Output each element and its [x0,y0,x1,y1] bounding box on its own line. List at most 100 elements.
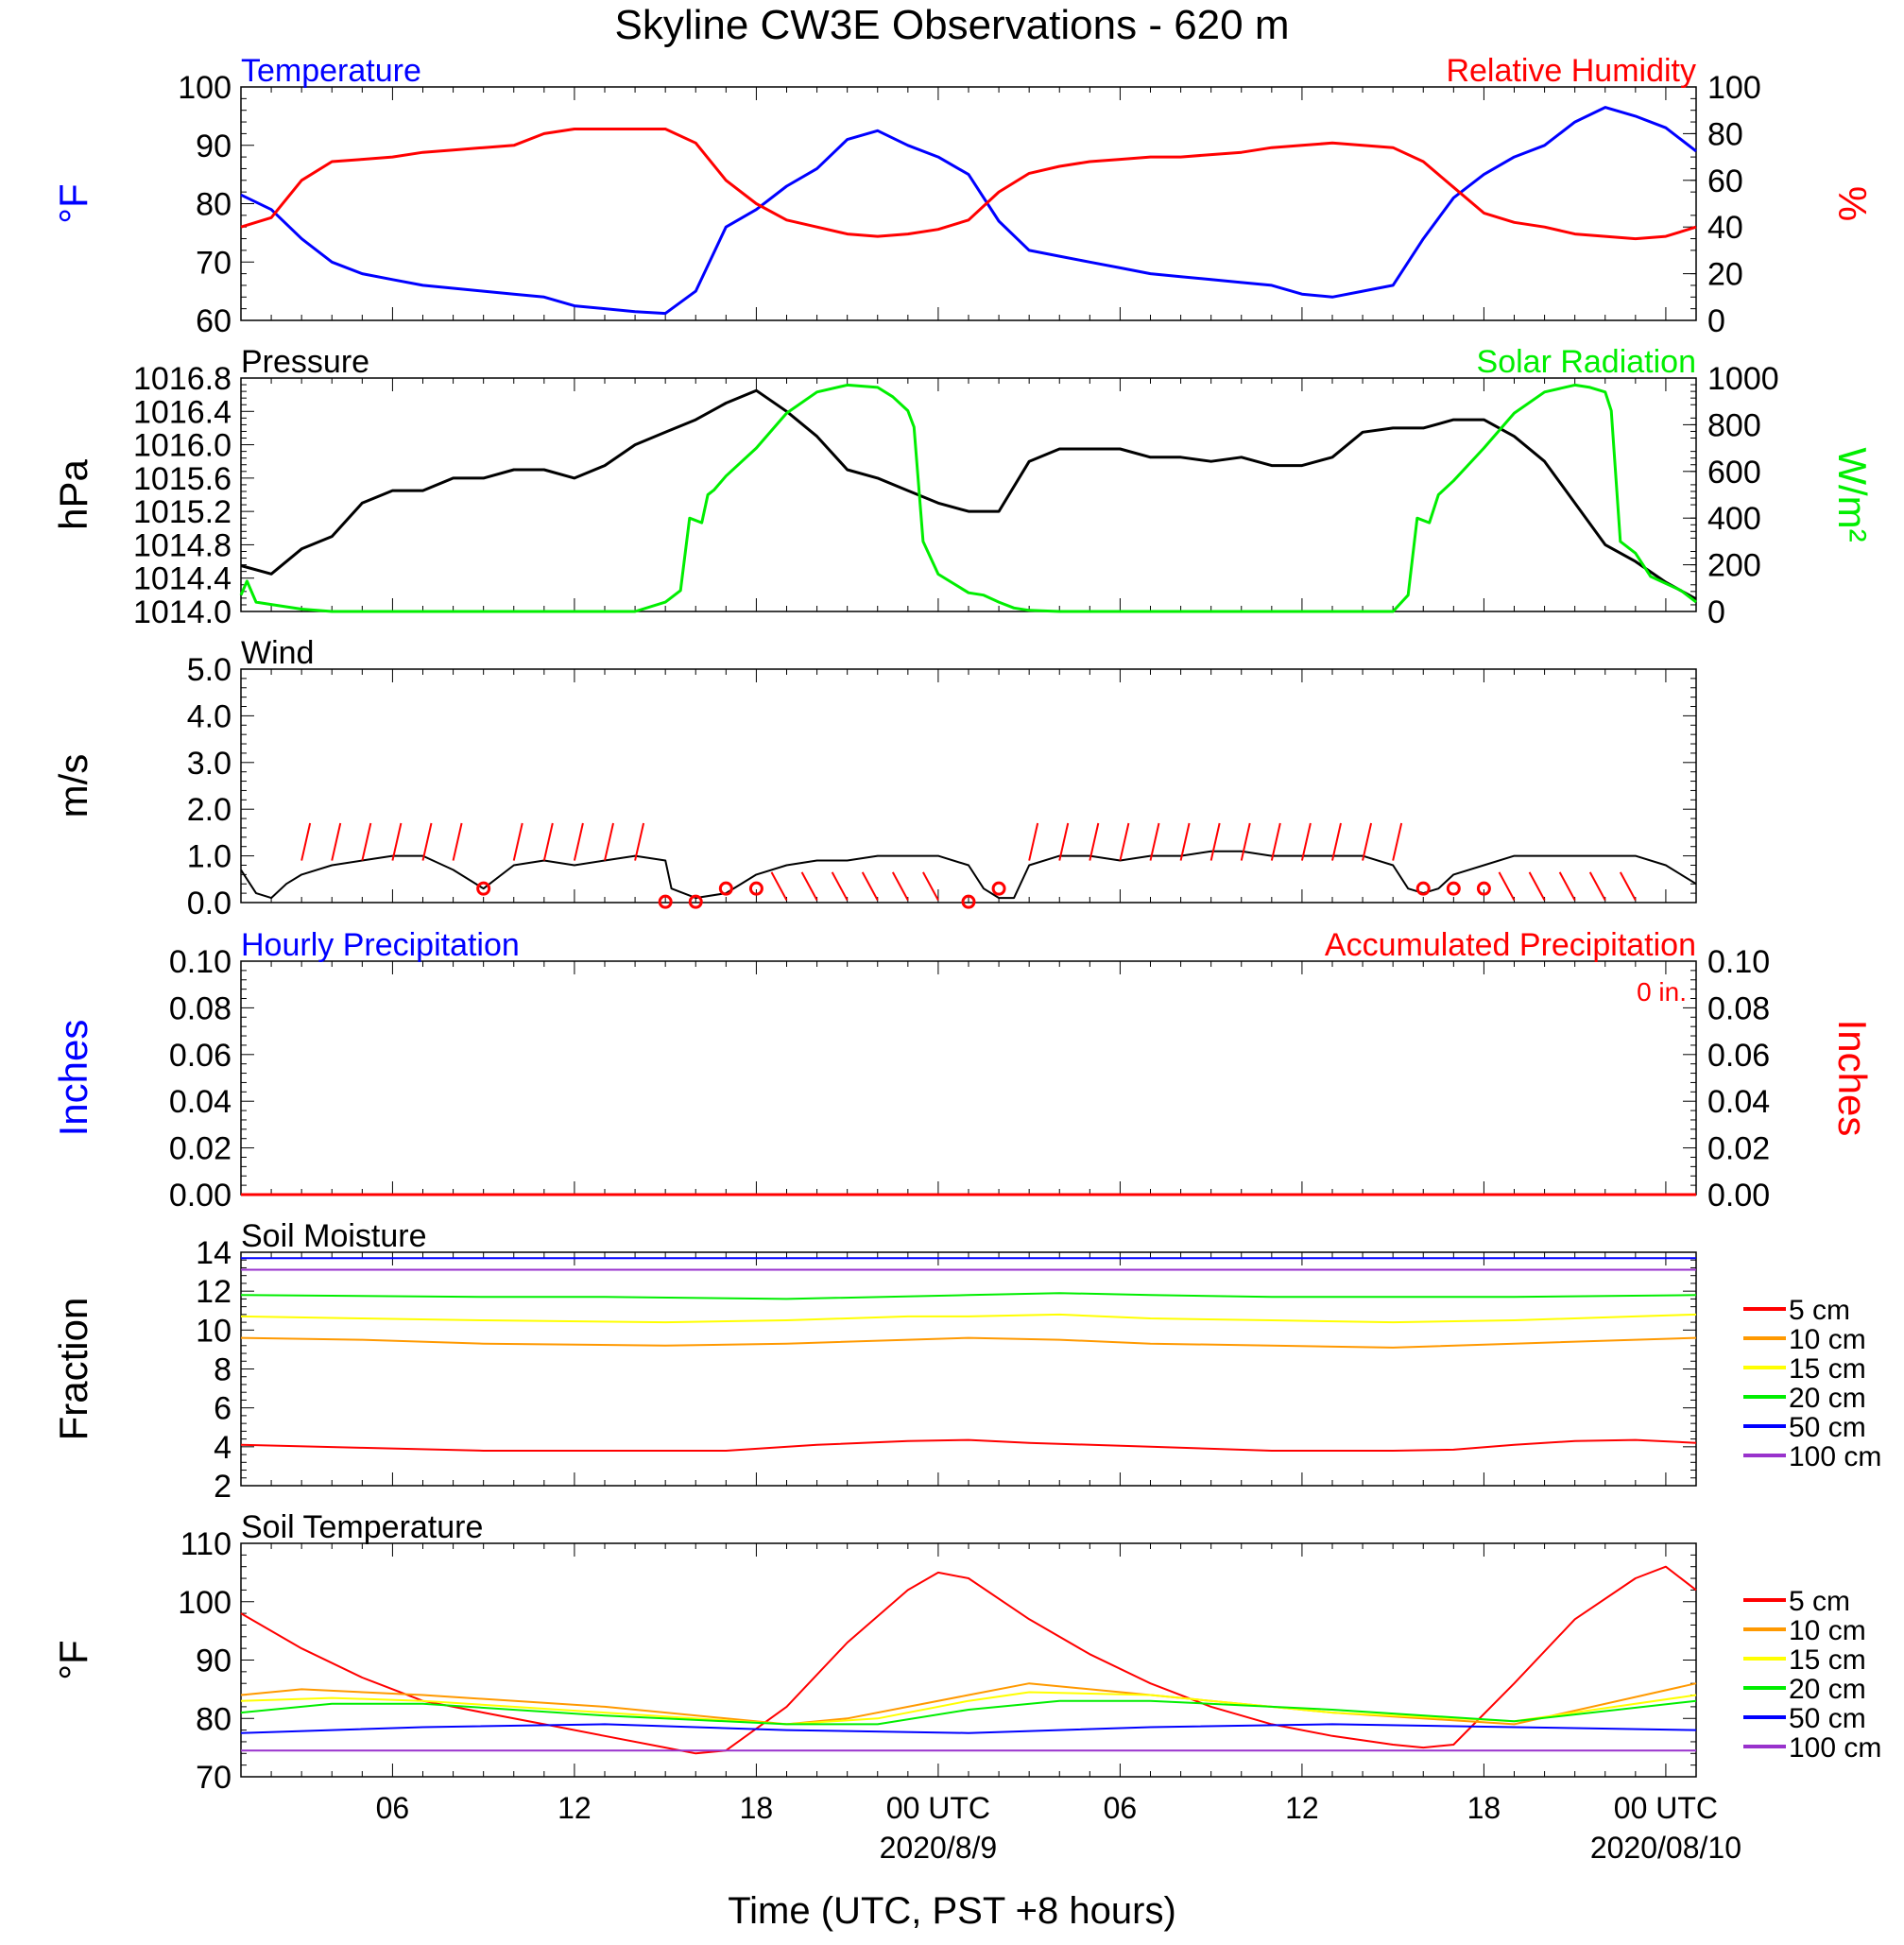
left-tick-label: 60 [196,303,232,339]
right-tick-label: 100 [1707,70,1761,106]
left-y-label: hPa [51,458,95,529]
left-tick-label: 0.08 [169,990,232,1026]
series-line [240,1699,1697,1726]
left-tick-label: 1016.8 [133,361,232,397]
wind-barb [1498,871,1516,902]
wind-calm-circle [1476,881,1491,896]
series-line [240,1336,1697,1349]
panel-left-title: Soil Moisture [241,1218,427,1254]
left-tick-label: 8 [214,1352,232,1388]
right-tick-label: 800 [1707,407,1761,443]
left-y-label: Inches [51,1020,95,1137]
panel-right-title: Relative Humidity [1446,53,1696,89]
right-tick-label: 400 [1707,501,1761,537]
wind-calm-circle [961,894,976,909]
right-tick-label: 60 [1707,164,1743,199]
wind-barb [1028,822,1039,861]
wind-calm-circle [476,881,491,896]
left-tick-label: 3.0 [187,746,232,782]
series-line [240,1292,1697,1300]
legend-label: 100 cm [1789,1732,1881,1764]
series-line [240,1691,1697,1726]
right-tick-label: 20 [1707,257,1743,293]
series-line [240,106,1697,316]
panel-frame [240,86,1697,321]
chart-title: Skyline CW3E Observations - 620 m [614,2,1290,48]
x-tick-label: 00 UTC [886,1791,990,1825]
x-tick-label: 06 [1104,1791,1138,1825]
x-tick-label: 18 [1467,1791,1501,1825]
right-tick-label: 600 [1707,455,1761,491]
wind-barb [1209,822,1221,861]
wind-calm-circle [688,894,703,909]
left-tick-label: 110 [180,1526,232,1562]
series-line [240,850,1697,900]
wind-barb [1300,822,1312,861]
x-axis-label: Time (UTC, PST +8 hours) [728,1890,1176,1932]
legend-label: 5 cm [1789,1295,1850,1326]
legend-label: 15 cm [1789,1353,1866,1385]
legend-label: 50 cm [1789,1703,1866,1734]
wind-barb [861,871,879,902]
left-tick-label: 12 [196,1274,232,1310]
wind-barb [512,822,523,861]
legend-label: 100 cm [1789,1441,1881,1472]
right-tick-label: 0.10 [1707,944,1770,980]
wind-barb [1619,871,1637,902]
panel-right-title: Solar Radiation [1477,344,1696,380]
legend-label: 10 cm [1789,1615,1866,1646]
left-tick-label: 1015.6 [133,461,232,497]
left-tick-label: 90 [196,1644,232,1679]
left-tick-label: 0.10 [169,944,232,980]
left-y-label: °F [51,1640,95,1679]
wind-barb [604,822,614,861]
left-tick-label: 0.04 [169,1084,232,1120]
panel-left-title: Temperature [241,53,421,89]
wind-barb [1392,822,1403,861]
left-tick-label: 80 [196,1701,232,1737]
wind-barb [1558,871,1576,902]
panel-right-title: Accumulated Precipitation [1325,927,1696,963]
panel-left-title: Soil Temperature [241,1509,483,1545]
panel-frame [240,960,1697,1196]
right-tick-label: 200 [1707,548,1761,584]
left-tick-label: 0.02 [169,1131,232,1167]
legend-label: 20 cm [1789,1383,1866,1414]
wind-barb [770,871,788,902]
wind-barb [1119,822,1130,861]
left-tick-label: 1016.0 [133,428,232,464]
right-y-label: W/m² [1830,447,1875,542]
right-tick-label: 0.04 [1707,1084,1770,1120]
wind-barb [300,822,312,861]
right-tick-label: 0 [1707,594,1725,630]
wind-barb [1588,871,1606,902]
x-date-label: 2020/08/10 [1590,1831,1741,1865]
wind-barb [361,822,372,861]
wind-barb [800,871,818,902]
legend-label: 50 cm [1789,1412,1866,1443]
wind-barb [331,822,342,861]
right-y-label: Inches [1830,1020,1875,1137]
panel-left-title: Hourly Precipitation [241,927,520,963]
left-tick-label: 14 [196,1235,232,1271]
left-tick-label: 5.0 [187,652,232,688]
wind-calm-circle [991,881,1006,896]
x-tick-label: 18 [740,1791,774,1825]
wind-calm-circle [1415,881,1431,896]
x-tick-label: 12 [557,1791,592,1825]
wind-calm-circle [1446,881,1461,896]
left-tick-label: 1015.2 [133,494,232,530]
wind-barb [1240,822,1251,861]
left-y-label: Fraction [51,1298,95,1441]
series-line [240,388,1697,601]
left-tick-label: 1014.4 [133,561,232,597]
wind-barb [891,871,909,902]
left-tick-label: 1014.8 [133,527,232,563]
wind-calm-circle [658,894,673,909]
wind-barb [421,822,433,861]
panel-annotation: 0 in. [1637,977,1687,1007]
right-tick-label: 0 [1707,303,1725,339]
wind-barb [1270,822,1281,861]
series-line [240,1438,1697,1452]
